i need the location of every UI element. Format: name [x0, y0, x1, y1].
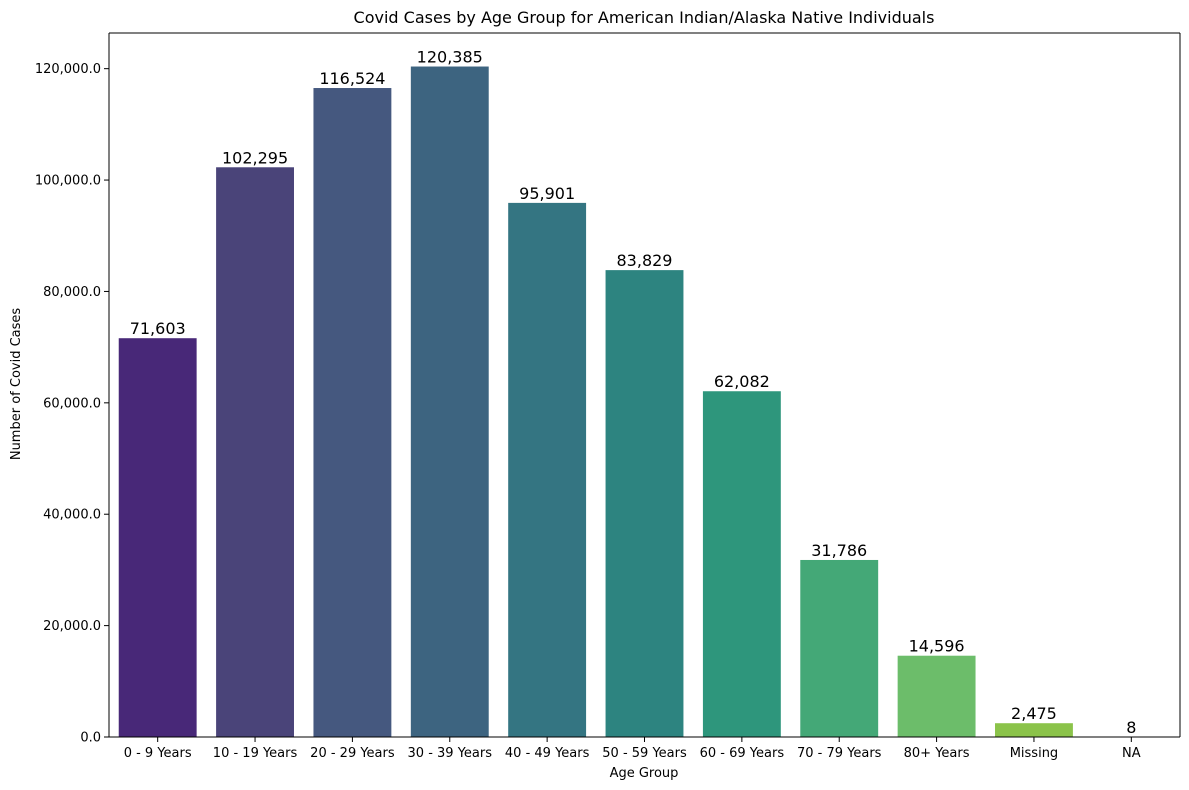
bar-0 [118, 338, 197, 737]
bar-value-label-3: 120,385 [417, 48, 483, 67]
bar-labels-group: 71,603 102,295 116,524 120,385 95,901 83,829 6… [130, 48, 1137, 737]
bar-7 [800, 559, 879, 737]
bar-value-label-1: 102,295 [222, 148, 288, 167]
y-tick-label-1: 20,000.0 [43, 619, 101, 634]
bar-3 [410, 66, 489, 738]
bar-6 [702, 391, 781, 737]
x-axis-title: Age Group [610, 766, 679, 781]
bar-4 [508, 202, 587, 737]
x-tick-label-6: 60 - 69 Years [700, 746, 785, 761]
x-tick-label-10: NA [1122, 746, 1141, 761]
bar-value-label-2: 116,524 [319, 69, 385, 88]
x-tick-label-5: 50 - 59 Years [602, 746, 687, 761]
bar-value-label-9: 2,475 [1011, 704, 1057, 723]
bar-value-label-5: 83,829 [617, 251, 673, 270]
bar-value-label-8: 14,596 [909, 637, 965, 656]
y-axis-title: Number of Covid Cases [9, 308, 24, 461]
x-tick-label-9: Missing [1010, 746, 1058, 761]
y-axis: 0.0 20,000.0 40,000.0 60,000.0 80,000.0 100,0… [35, 62, 109, 746]
y-tick-label-4: 80,000.0 [43, 285, 101, 300]
y-tick-label-5: 100,000.0 [35, 174, 101, 189]
bar-value-label-7: 31,786 [811, 541, 867, 560]
bar-1 [216, 167, 294, 737]
bar-value-label-6: 62,082 [714, 372, 770, 391]
x-tick-label-0: 0 - 9 Years [124, 746, 192, 761]
bar-5 [605, 270, 684, 737]
bar-2 [313, 88, 392, 737]
chart-title: Covid Cases by Age Group for American In… [354, 8, 935, 27]
x-axis: 0 - 9 Years 10 - 19 Years 20 - 29 Years 30 … [124, 737, 1141, 761]
bar-9 [995, 723, 1073, 737]
y-tick-label-3: 60,000.0 [43, 396, 101, 411]
bars-group [118, 66, 1171, 738]
bar-value-label-10: 8 [1126, 718, 1136, 737]
x-tick-label-7: 70 - 79 Years [797, 746, 882, 761]
y-tick-label-0: 0.0 [80, 731, 101, 746]
x-tick-label-1: 10 - 19 Years [213, 746, 298, 761]
y-tick-label-6: 120,000.0 [35, 62, 101, 77]
x-tick-label-8: 80+ Years [904, 746, 970, 761]
bar-value-label-4: 95,901 [519, 184, 575, 203]
x-tick-label-2: 20 - 29 Years [310, 746, 395, 761]
x-tick-label-3: 30 - 39 Years [408, 746, 493, 761]
bar-8 [897, 655, 976, 737]
y-tick-label-2: 40,000.0 [43, 508, 101, 523]
x-tick-label-4: 40 - 49 Years [505, 746, 590, 761]
bar-value-label-0: 71,603 [130, 319, 186, 338]
